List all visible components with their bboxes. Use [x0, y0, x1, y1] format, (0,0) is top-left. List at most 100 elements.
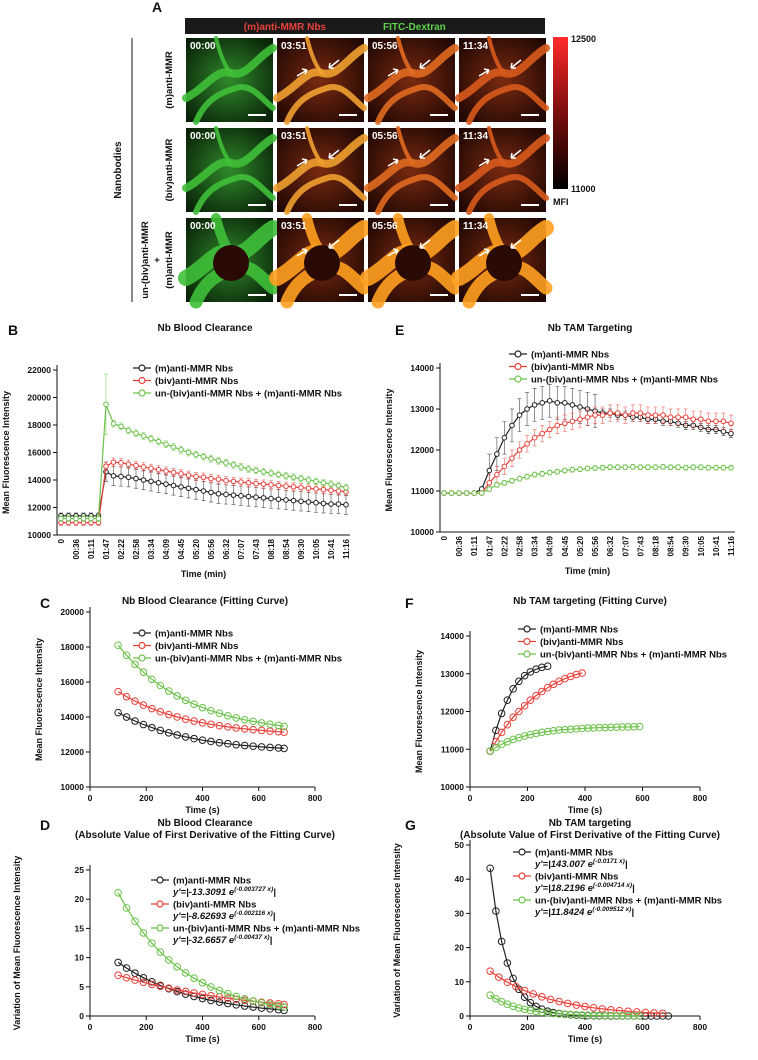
data-point [198, 979, 207, 987]
data-point [607, 1011, 615, 1020]
data-point [139, 668, 148, 677]
y-tick-label: 11000 [441, 744, 464, 754]
arrow [328, 149, 340, 159]
data-point [486, 467, 493, 474]
data-point [577, 416, 583, 423]
x-tick-label: 0 [88, 1022, 93, 1032]
data-point [546, 469, 553, 476]
data-point [599, 464, 606, 471]
data-point [313, 478, 319, 485]
x-tick-label: 08:18 [651, 535, 660, 556]
data-point [328, 501, 334, 507]
legend-label: (biv)anti-MMR Nbs [535, 872, 618, 883]
x-tick-label: 200 [520, 793, 534, 803]
data-point [103, 463, 109, 470]
data-point [283, 483, 289, 489]
data-point [494, 451, 500, 457]
data-point [486, 864, 494, 873]
data-point [164, 687, 173, 695]
vessel [486, 245, 522, 281]
data-point [531, 434, 538, 441]
panel-letter: C [40, 595, 50, 611]
data-point [185, 449, 192, 456]
data-point [185, 485, 192, 492]
data-point [538, 663, 546, 672]
legend-marker [156, 900, 164, 908]
data-point [245, 479, 252, 486]
data-point [539, 470, 545, 477]
y-axis-label: Mean Fluorescence Intensity [384, 388, 394, 511]
data-point [181, 969, 190, 977]
chart-title: Nb Blood Clearance [157, 818, 252, 829]
legend-marker [138, 641, 146, 650]
x-tick-label: 04:45 [177, 538, 186, 559]
data-point [133, 462, 139, 469]
data-point [114, 687, 122, 696]
data-point [275, 496, 282, 503]
data-point [215, 738, 224, 747]
data-point [516, 475, 523, 482]
data-point [549, 726, 558, 735]
x-tick-label: 00:36 [455, 535, 464, 556]
equation-base: y'=|-13.3091 e [172, 887, 235, 898]
data-point [118, 473, 124, 480]
data-point [509, 974, 517, 983]
data-point [260, 468, 267, 475]
data-point [207, 983, 215, 991]
data-point [705, 418, 712, 425]
arrow [387, 248, 399, 257]
data-point [572, 1011, 581, 1019]
data-point [190, 734, 198, 743]
legend-equation: y'=|11.8424 e(-0.009512 x)| [534, 906, 634, 918]
data-point [509, 713, 517, 721]
data-point [139, 978, 148, 987]
data-point [328, 487, 334, 494]
y-tick-label: 10000 [410, 527, 434, 537]
x-tick-label: 10:05 [312, 538, 321, 559]
data-point [139, 720, 148, 729]
arrow [296, 68, 308, 77]
data-point [131, 917, 139, 926]
data-point [630, 410, 636, 416]
y-tick-label: 12000 [410, 445, 434, 455]
legend-label: (m)anti-MMR Nbs [173, 876, 251, 887]
data-point [173, 963, 181, 971]
legend-label: (biv)anti-MMR Nbs [540, 637, 623, 648]
data-point [114, 971, 122, 980]
arrow [296, 248, 308, 257]
data-point [598, 1005, 607, 1013]
data-point [531, 402, 538, 408]
x-tick-label: 200 [139, 793, 153, 803]
data-point [266, 1000, 274, 1009]
data-point [554, 422, 561, 429]
x-tick-label: 00:36 [72, 538, 81, 559]
y-tick-label: 11000 [411, 486, 434, 496]
data-point [667, 464, 674, 471]
data-point [492, 743, 500, 752]
data-point [503, 696, 512, 704]
data-point [526, 730, 535, 739]
data-point [223, 460, 229, 466]
timestamp: 00:00 [190, 221, 216, 232]
data-point [607, 1006, 615, 1014]
data-point [238, 464, 244, 470]
data-point [148, 435, 154, 442]
data-point [520, 702, 529, 710]
vessel [375, 84, 458, 125]
data-point [313, 499, 319, 506]
data-point [274, 1002, 283, 1010]
y-tick-label: 20000 [60, 607, 84, 617]
legend-marker [518, 848, 526, 856]
data-point [305, 477, 312, 483]
data-point [224, 723, 232, 731]
data-point [682, 464, 689, 471]
data-point [501, 480, 508, 486]
data-point [232, 992, 241, 1001]
data-point [456, 490, 462, 496]
x-tick-label: 800 [308, 793, 322, 803]
vessel [305, 36, 324, 75]
data-point [190, 989, 198, 997]
data-point [257, 1004, 266, 1012]
x-tick-label: 01:47 [485, 535, 494, 556]
data-point [215, 986, 224, 995]
